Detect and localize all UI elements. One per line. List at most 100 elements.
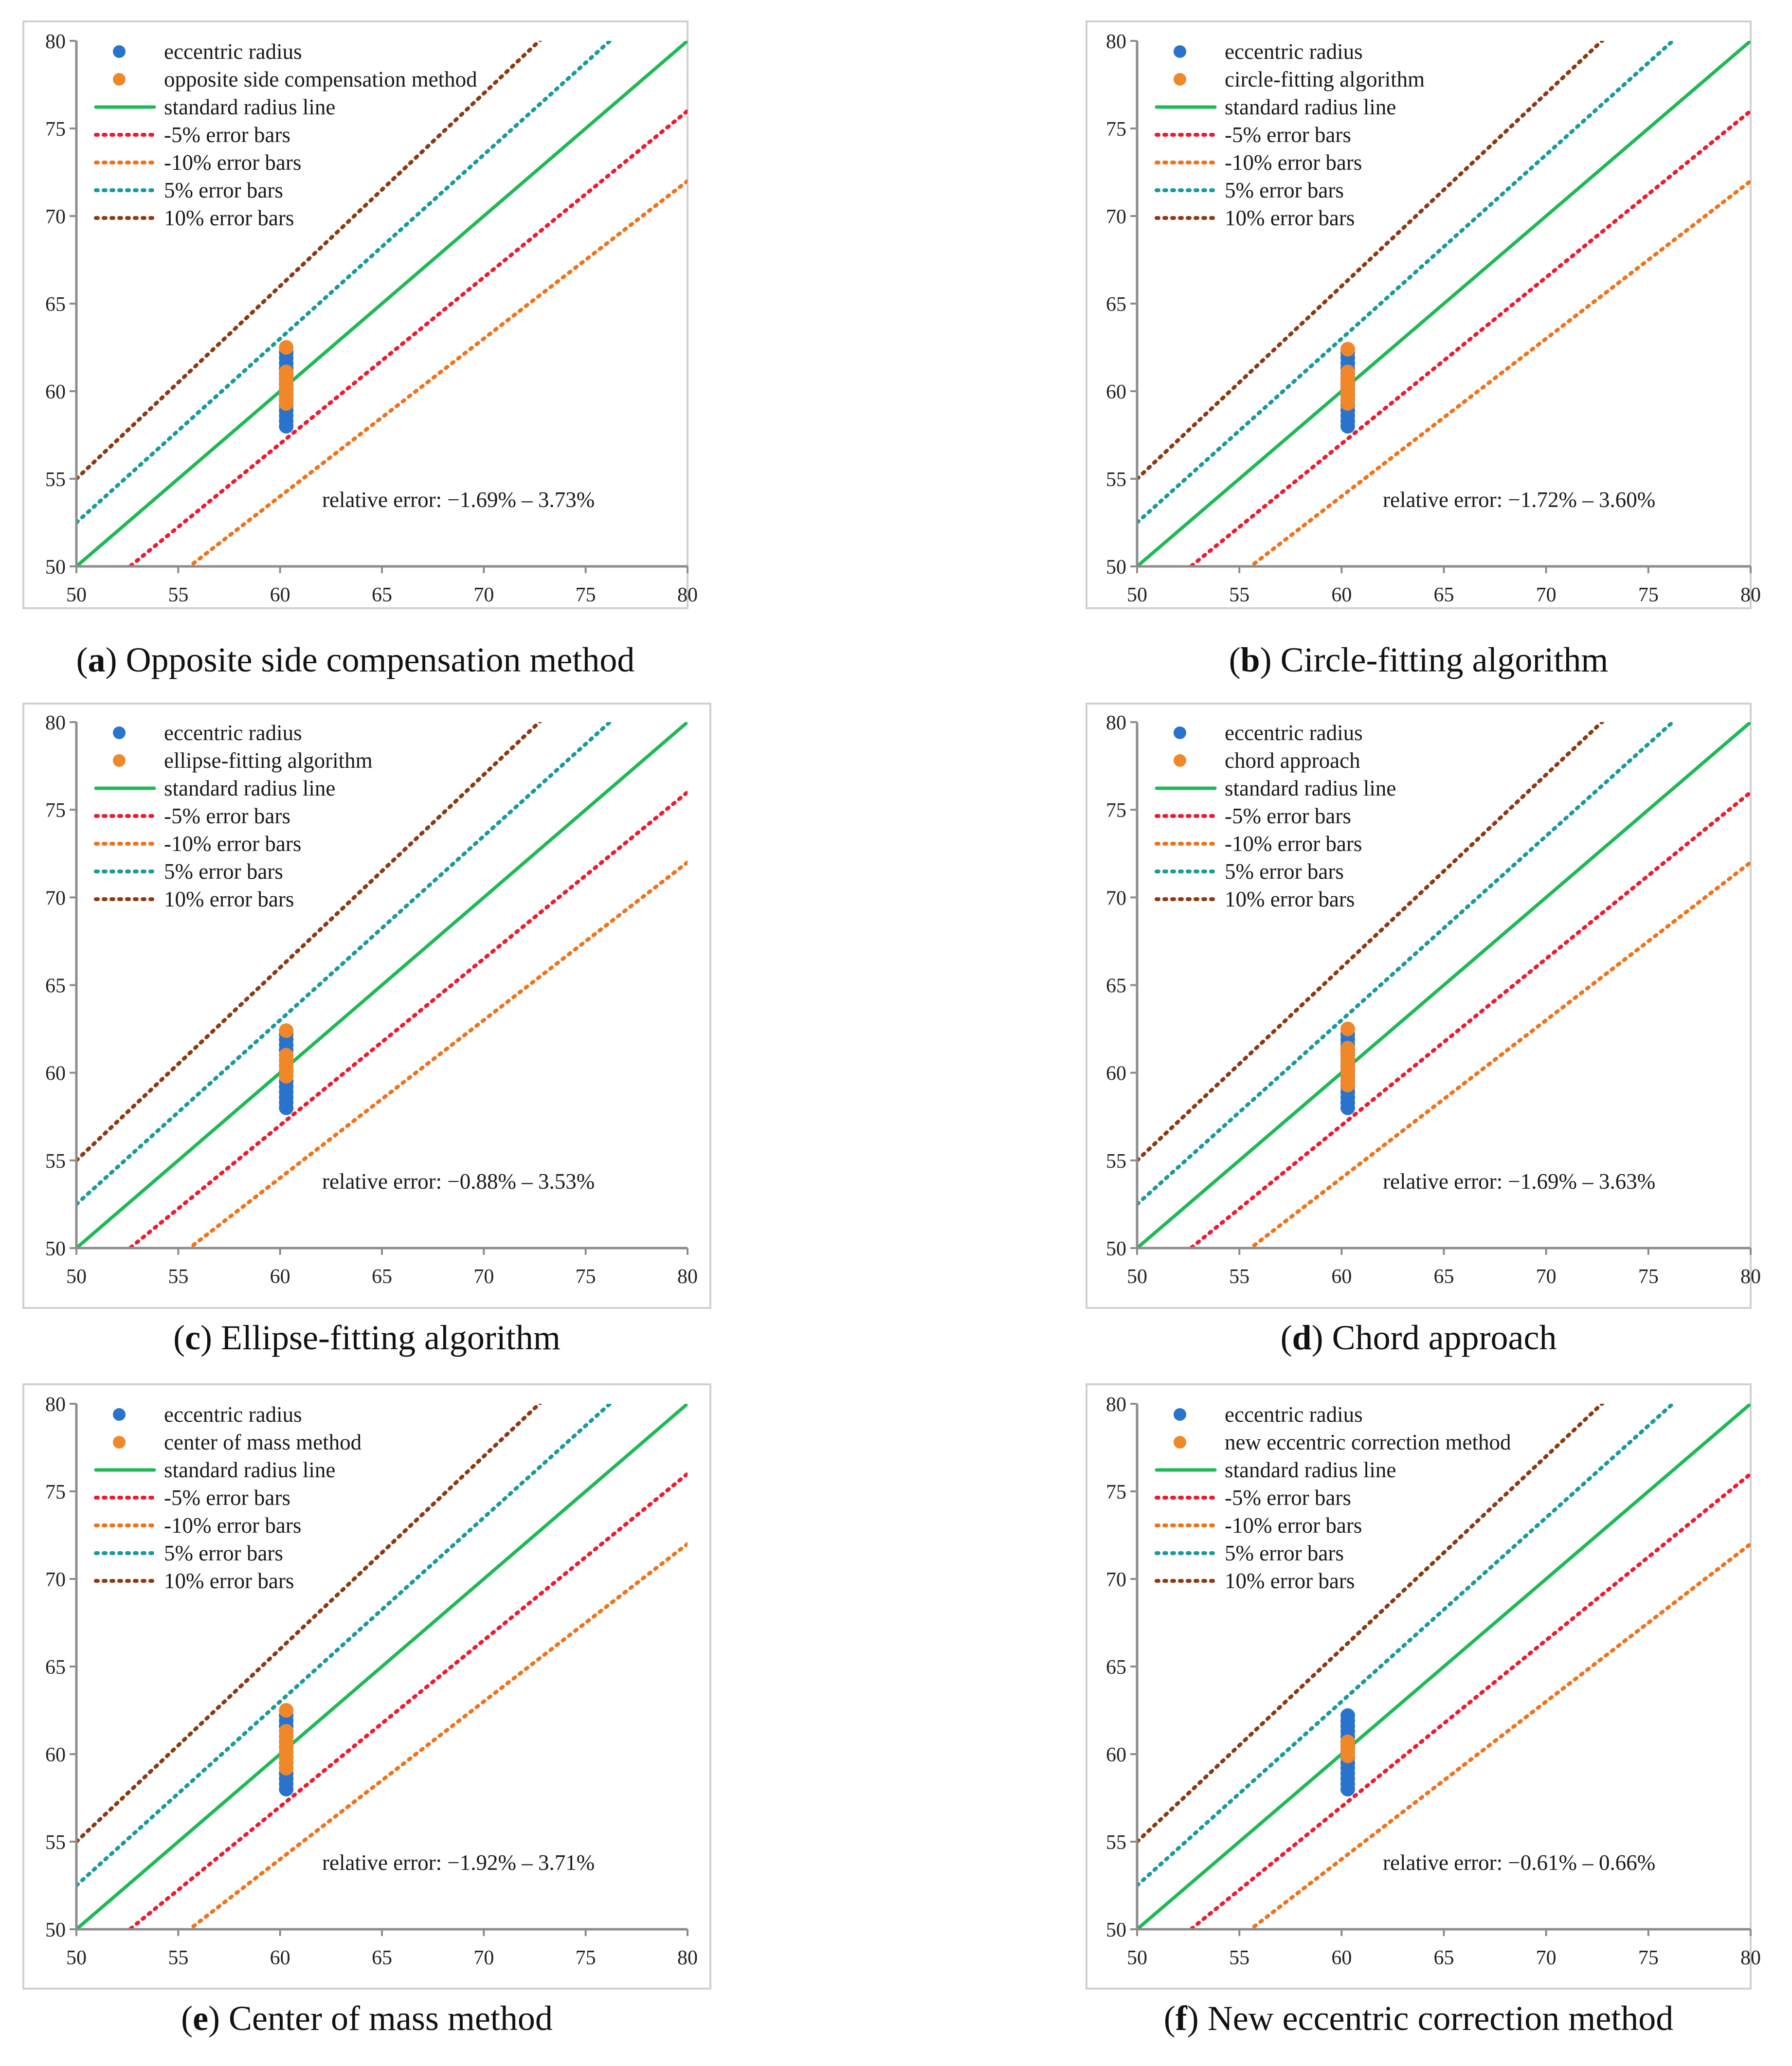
- legend-label: standard radius line: [164, 1458, 335, 1482]
- scatter-points: [1340, 1021, 1355, 1115]
- legend-label: center of mass method: [164, 1430, 362, 1454]
- y-tick-label: 75: [45, 118, 66, 141]
- line-10-error-bars: [76, 1404, 543, 1844]
- panel-frame: [22, 1383, 711, 1990]
- legend-label: eccentric radius: [1225, 39, 1363, 64]
- line--10-error-bars: [1247, 179, 1751, 566]
- relative-error-value: −1.69% – 3.73%: [447, 488, 595, 512]
- legend-marker-method: [1174, 1436, 1186, 1449]
- legend-label: -10% error bars: [1225, 832, 1362, 856]
- relative-error-value: −1.92% – 3.71%: [447, 1850, 595, 1875]
- line--5-error-bars: [127, 1472, 688, 1929]
- x-tick-label: 75: [1638, 1947, 1659, 1969]
- caption-title: Opposite side compensation method: [126, 640, 635, 679]
- x-tick-label: 80: [677, 1947, 698, 1969]
- reference-lines: [1137, 41, 1751, 566]
- x-tick-label: 80: [1740, 1947, 1761, 1969]
- legend-marker-eccentric: [113, 45, 126, 58]
- x-tick-label: 75: [1638, 584, 1659, 606]
- legend: eccentric radius ellipse-fitting algorith…: [94, 721, 373, 911]
- line-standard-radius-line: [1137, 1404, 1751, 1929]
- y-tick-label: 55: [45, 1831, 66, 1854]
- x-tick-label: 65: [372, 1947, 392, 1969]
- legend-marker-eccentric: [1174, 45, 1186, 58]
- x-tick-label: 50: [1127, 1947, 1147, 1969]
- chart-panel-e: 50 55 60 65 70 75 80 50 55 60 65 70 75 80 eccentric ra…: [22, 1383, 711, 2038]
- y-tick-label: 75: [1106, 1481, 1126, 1504]
- panel-frame: [1086, 20, 1752, 609]
- scatter-points: [1340, 1708, 1355, 1796]
- x-tick-label: 65: [1434, 584, 1454, 606]
- y-tick-label: 55: [1106, 469, 1126, 491]
- x-tick-label: 75: [576, 1266, 596, 1288]
- caption-letter: e: [193, 1999, 208, 2038]
- x-tick-label: 55: [168, 1947, 188, 1969]
- legend: eccentric radius chord approach standard r…: [1155, 721, 1396, 911]
- y-tick-label: 75: [45, 799, 66, 822]
- line--5-error-bars: [127, 109, 688, 566]
- y-tick-label: 60: [45, 381, 66, 403]
- line-5-error-bars: [1137, 1404, 1676, 1887]
- x-tick-label: 65: [1434, 1947, 1454, 1969]
- relative-error-value: −1.72% – 3.60%: [1508, 488, 1655, 512]
- relative-error-value: −1.69% – 3.63%: [1508, 1169, 1655, 1194]
- caption-title: Chord approach: [1332, 1318, 1557, 1357]
- method-point: [279, 1023, 294, 1038]
- line--5-error-bars: [1188, 790, 1751, 1248]
- legend-marker-eccentric: [1174, 726, 1186, 739]
- method-point: [1340, 1734, 1355, 1749]
- y-tick-label: 50: [45, 1238, 66, 1260]
- relative-error-label: relative error:: [322, 1169, 447, 1194]
- x-tick-label: 75: [576, 1947, 596, 1969]
- x-tick-label: 55: [1229, 1266, 1249, 1288]
- legend-label: -10% error bars: [1225, 150, 1362, 175]
- y-tick-label: 70: [45, 206, 66, 228]
- legend-label: -5% error bars: [164, 804, 290, 828]
- caption-title: Circle-fitting algorithm: [1281, 640, 1609, 679]
- y-tick-label: 50: [45, 556, 66, 579]
- y-tick-label: 65: [45, 1656, 66, 1679]
- y-tick-label: 65: [1106, 975, 1126, 997]
- legend-marker-method: [1174, 754, 1186, 767]
- x-tick-label: 80: [1740, 584, 1761, 606]
- y-tick-label: 50: [45, 1919, 66, 1941]
- legend-label: standard radius line: [1225, 95, 1396, 119]
- legend-label: 5% error bars: [1225, 1541, 1344, 1565]
- chart-panel-c: 50 55 60 65 70 75 80 50 55 60 65 70 75 80 eccentric ra…: [22, 703, 711, 1357]
- relative-error-label: relative error:: [322, 1850, 447, 1875]
- legend-label: 5% error bars: [1225, 178, 1344, 202]
- y-tick-label: 60: [45, 1744, 66, 1766]
- y-tick-label: 55: [1106, 1150, 1126, 1173]
- y-tick-label: 65: [1106, 293, 1126, 316]
- relative-error-label: relative error:: [1383, 1850, 1508, 1875]
- eccentric-radius-point: [1340, 1708, 1355, 1723]
- x-tick-label: 70: [1536, 1947, 1557, 1969]
- legend-marker-method: [1174, 73, 1186, 86]
- legend-label: eccentric radius: [164, 721, 302, 745]
- scatter-points: [279, 1703, 294, 1796]
- x-tick-label: 70: [1536, 584, 1557, 606]
- method-point: [279, 364, 294, 380]
- legend: eccentric radius circle-fitting algorithm…: [1155, 39, 1425, 230]
- y-tick-label: 60: [1106, 1744, 1126, 1766]
- y-tick-label: 70: [1106, 887, 1126, 909]
- x-tick-label: 60: [1331, 1947, 1352, 1969]
- x-tick-label: 65: [372, 584, 392, 606]
- legend-marker-eccentric: [1174, 1408, 1186, 1421]
- line--10-error-bars: [1247, 860, 1751, 1248]
- x-tick-label: 70: [473, 1947, 494, 1969]
- line--10-error-bars: [1247, 1542, 1751, 1929]
- y-tick-label: 80: [1106, 31, 1126, 53]
- panel-caption: (e) Center of mass method: [181, 1999, 553, 2038]
- legend-label: 10% error bars: [164, 887, 294, 911]
- x-tick-label: 50: [66, 584, 87, 606]
- chart-panel-f: 50 55 60 65 70 75 80 50 55 60 65 70 75 80 eccentric ra…: [1086, 1383, 1761, 2038]
- legend-label: 10% error bars: [1225, 206, 1355, 230]
- line-5-error-bars: [1137, 722, 1676, 1206]
- legend-label: -5% error bars: [164, 123, 290, 147]
- legend: eccentric radius center of mass method sta…: [94, 1402, 362, 1593]
- line-10-error-bars: [76, 722, 543, 1162]
- y-tick-label: 80: [1106, 712, 1126, 734]
- x-tick-label: 80: [677, 1266, 698, 1288]
